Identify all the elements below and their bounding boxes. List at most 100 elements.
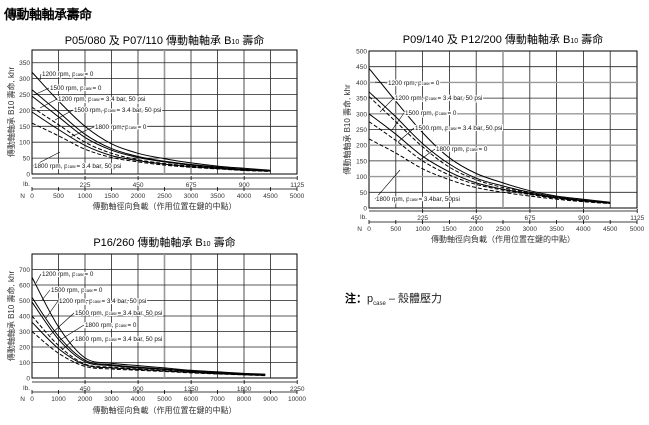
series-label-name: 1500 rpm, p: [405, 110, 439, 117]
y-tick-label: 0: [26, 376, 30, 383]
series-label-sub: case: [470, 147, 480, 152]
series-label-tail: = 3.4 bar, 50 psi: [437, 95, 482, 102]
n-tick-label: 7000: [210, 396, 225, 403]
y-tick-label: 50: [23, 156, 31, 163]
chart-3: P16/260 傳動軸軸承 B10 壽命0 1000 2000 3000 4000 500…: [6, 235, 306, 415]
lb-tick-label: 450: [471, 215, 482, 222]
series-line-1: [368, 67, 611, 203]
y-tick-label: 350: [19, 60, 30, 67]
series-leader-line: [61, 338, 75, 351]
lb-tick-label: 450: [80, 386, 91, 393]
series-label-sub: case: [85, 288, 95, 293]
series-label: 1800 rpm, pcase= 0: [85, 322, 137, 329]
series-label: 1500 rpm, pcase= 0: [51, 287, 103, 294]
series-label-tail: = 0: [84, 271, 93, 278]
n-tick-label: 1000: [78, 193, 93, 200]
n-tick-label: 0: [30, 396, 34, 403]
series-label-name: 1500 rpm, p: [75, 310, 109, 317]
n-tick-label: 4500: [603, 226, 618, 233]
n-tick-label: 10000: [288, 396, 306, 403]
series-label-tail: = 3.4 bar, 50 psi: [457, 125, 502, 132]
n-tick-label: 3500: [210, 193, 225, 200]
n-tick-label: 2000: [78, 396, 93, 403]
n-axis-label: N: [20, 396, 25, 403]
series-label-sub: case: [92, 97, 102, 102]
y-tick-label: 300: [356, 111, 367, 118]
n-tick-label: 5000: [290, 193, 305, 200]
n-tick-label: 3000: [104, 396, 119, 403]
series-label-name: 1200 rpm, p: [42, 71, 76, 78]
series-label: 1500 rpm, pcase= 0: [50, 85, 102, 92]
series-label-name: 1200 rpm, p: [388, 80, 422, 87]
n-tick-label: 1500: [104, 193, 119, 200]
y-tick-label: 350: [356, 96, 367, 103]
note-p: p: [367, 293, 374, 305]
page-title: 傳動軸軸承壽命: [4, 7, 92, 22]
chart-title-end: 壽命: [578, 32, 603, 46]
n-tick-label: 9000: [263, 396, 278, 403]
series-label-name: 1800 rpm, p: [376, 196, 410, 203]
chart-title-sub: 10: [203, 241, 211, 248]
series-label-tail: = 3.4 bar, 50 psi: [101, 298, 146, 305]
lb-axis-label: lb.: [23, 385, 30, 392]
series-leader-line: [374, 81, 388, 84]
n-tick-label: 3500: [549, 226, 564, 233]
series-label-tail: = 3.4bar, 50psi: [418, 196, 460, 203]
series-leader-line: [391, 112, 405, 131]
lb-tick-label: 675: [524, 215, 535, 222]
n-tick-label: 500: [53, 193, 64, 200]
n-tick-label: 0: [30, 193, 34, 200]
series-label-tail: = 0: [93, 287, 102, 294]
n-tick-label: 8000: [237, 396, 252, 403]
series-label: 1500 rpm, pcase= 3.4 bar, 50 psi: [75, 310, 162, 317]
series-line-2: [368, 91, 611, 204]
series-leader-line: [45, 300, 59, 319]
y-tick-label: 100: [356, 174, 367, 181]
n-axis-label: N: [20, 193, 25, 200]
series-label-name: 1800 rpm, p: [34, 163, 68, 170]
series-label: 1200 rpm, pcase= 3.4 bar, 50 psi: [59, 298, 146, 305]
x-axis-title: 傳動軸徑向負載（作用位置在鍵的中點）: [93, 405, 237, 415]
lb-tick-label: 225: [417, 215, 428, 222]
series-label-name: 1200 rpm, p: [59, 298, 93, 305]
series-leader-line: [39, 73, 42, 81]
series-label-tail: = 0: [84, 71, 93, 78]
y-tick-label: 150: [356, 158, 367, 165]
chart-title: P05/080 及 P07/110 傳動軸軸承 B10 壽命: [65, 33, 265, 47]
y-tick-label: 100: [19, 140, 30, 147]
series-label-name: 1500 rpm, p: [50, 85, 84, 92]
n-tick-label: 0: [367, 226, 371, 233]
series-leader-line: [32, 151, 61, 167]
n-tick-label: 4000: [576, 226, 591, 233]
series-line-1: [31, 71, 271, 171]
lb-tick-label: 1800: [237, 386, 252, 393]
lb-tick-label: 2250: [290, 386, 305, 393]
y-axis-title: 傳動軸軸承 B10 壽命, khr: [6, 67, 16, 158]
chart-title-sub: 10: [570, 38, 578, 45]
series-leader-line: [39, 98, 58, 109]
series-label-name: 1500 rpm, p: [51, 287, 85, 294]
y-tick-label: 0: [363, 206, 367, 213]
y-tick-label: 100: [19, 360, 30, 367]
y-tick-label: 200: [356, 143, 367, 150]
n-tick-label: 4000: [237, 193, 252, 200]
series-label: 1800 rpm, pcase= 0: [436, 146, 488, 153]
chart-title: P16/260 傳動軸軸承 B10 壽命: [93, 235, 235, 249]
series-label-name: 1200 rpm, p: [42, 271, 76, 278]
lb-tick-label: 900: [133, 386, 144, 393]
y-axis-title: 傳動軸軸承 B10 壽命, khr: [342, 84, 352, 175]
n-tick-label: 5000: [157, 396, 172, 403]
lb-tick-label: 1125: [290, 182, 304, 189]
n-tick-label: 1500: [442, 226, 457, 233]
n-tick-label: 5000: [630, 226, 645, 233]
lb-tick-label: 1350: [184, 386, 199, 393]
n-tick-label: 4000: [131, 396, 146, 403]
n-tick-label: 3000: [184, 193, 199, 200]
series-label-tail: = 0: [430, 80, 439, 87]
series-label: 1800 rpm, pcase= 3.4bar, 50psi: [376, 196, 460, 203]
chart-title-main: P16/260 傳動軸軸承 B: [93, 235, 202, 249]
series-line-6: [31, 331, 266, 377]
series-label-tail: = 3.4 bar, 50 psi: [76, 163, 121, 170]
series-label: 1200 rpm, pcase= 3.4 bar, 50 psi: [58, 96, 145, 103]
series-label-tail: = 0: [92, 85, 101, 92]
